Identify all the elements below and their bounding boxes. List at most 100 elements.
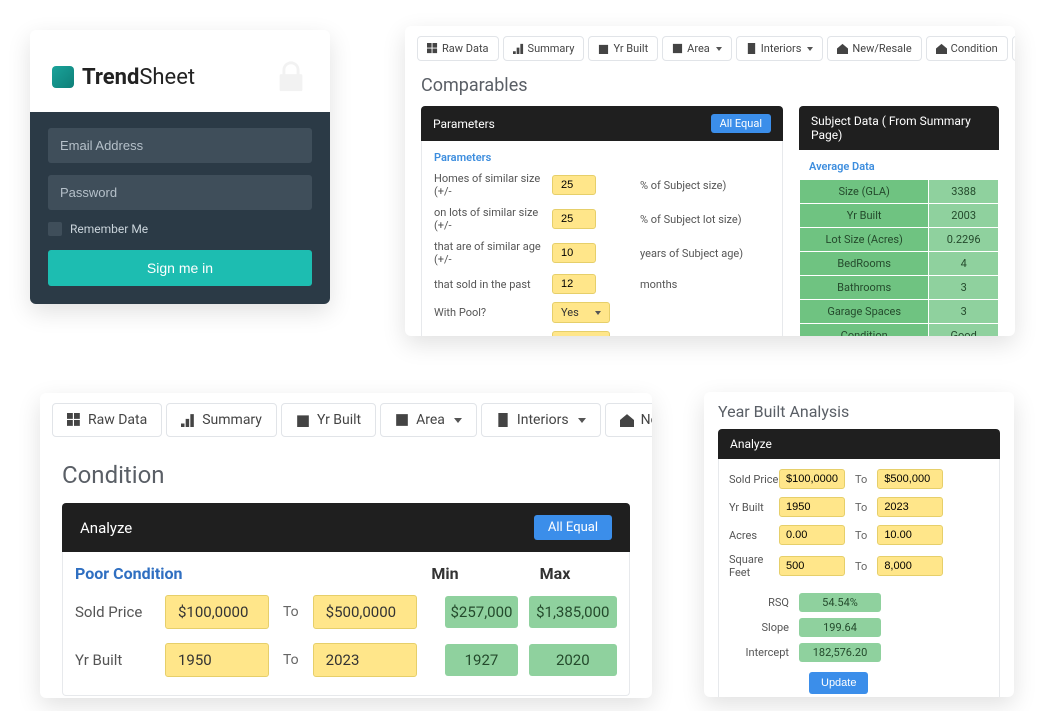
- max-value: $1,385,000: [529, 596, 617, 628]
- remember-row[interactable]: Remember Me: [48, 222, 312, 236]
- tab-area[interactable]: Area: [662, 36, 732, 61]
- subject-value: Good: [929, 324, 999, 337]
- param-suffix: % of Subject lot size): [640, 213, 742, 226]
- subject-key: Size (GLA): [800, 180, 929, 204]
- tab-interiors[interactable]: Interiors: [736, 36, 824, 61]
- subject-header: Subject Data ( From Summary Page): [811, 114, 987, 142]
- param-label: that are of similar age (+/-: [434, 240, 546, 266]
- from-input[interactable]: $100,0000: [165, 595, 269, 629]
- max-header: Max: [495, 564, 615, 583]
- param-row: on lots of similar size (+/- % of Subject…: [434, 206, 770, 232]
- condition-title: Condition: [40, 447, 652, 503]
- param-suffix: % of Subject size): [640, 179, 726, 192]
- stat-row: Slope199.64: [729, 618, 989, 637]
- tab-interiors[interactable]: Interiors: [481, 403, 601, 437]
- year-built-title: Year Built Analysis: [704, 392, 1014, 429]
- chevron-down-icon: [595, 311, 601, 315]
- home-icon: [837, 43, 848, 54]
- table-row: BedRooms4: [800, 252, 999, 276]
- grid-icon: [427, 43, 438, 54]
- login-card: TrendSheet Remember Me Sign me in: [30, 30, 330, 304]
- stat-row: Intercept182,576.20: [729, 643, 989, 662]
- bars-icon: [513, 43, 524, 54]
- to-input[interactable]: 2023: [313, 643, 417, 677]
- from-input[interactable]: 1950: [165, 643, 269, 677]
- param-input[interactable]: [552, 243, 596, 263]
- sq-icon: [672, 43, 683, 54]
- subject-value: 2003: [929, 204, 999, 228]
- to-label: To: [855, 560, 867, 573]
- tab-raw-data[interactable]: Raw Data: [52, 403, 162, 437]
- chevron-down-icon: [716, 47, 722, 51]
- table-row: Bathrooms3: [800, 276, 999, 300]
- to-input[interactable]: [877, 556, 943, 576]
- tab-condition[interactable]: Condition: [926, 36, 1008, 61]
- from-input[interactable]: [779, 525, 845, 545]
- tab-views[interactable]: Views: [1012, 36, 1015, 61]
- min-header: Min: [395, 564, 495, 583]
- param-input[interactable]: [552, 209, 596, 229]
- row-name: Sold Price: [75, 603, 165, 621]
- tab-summary[interactable]: Summary: [503, 36, 585, 61]
- year-built-card: Year Built Analysis Analyze Sold Price T…: [704, 392, 1014, 697]
- param-label: Homes of similar size (+/-: [434, 172, 546, 198]
- stat-value: 54.54%: [799, 593, 881, 612]
- subject-value: 0.2296: [929, 228, 999, 252]
- password-input[interactable]: [48, 175, 312, 210]
- tab-raw-data[interactable]: Raw Data: [417, 36, 499, 61]
- condition-card: Raw DataSummaryYr BuiltAreaInteriorsNew/…: [40, 393, 652, 698]
- tab-area[interactable]: Area: [380, 403, 477, 437]
- parameters-panel: Parameters All Equal Parameters Homes of…: [421, 106, 783, 336]
- to-input[interactable]: [877, 525, 943, 545]
- subject-table: Size (GLA)3388Yr Built2003Lot Size (Acre…: [799, 179, 999, 336]
- parameters-subtitle: Parameters: [434, 151, 770, 164]
- stat-label: RSQ: [729, 596, 799, 609]
- tab-summary[interactable]: Summary: [166, 403, 277, 437]
- param-input[interactable]: [552, 175, 596, 195]
- email-input[interactable]: [48, 128, 312, 163]
- param-label: With Waterfront?: [434, 335, 546, 336]
- tab-yr-built[interactable]: Yr Built: [588, 36, 658, 61]
- subject-key: Garage Spaces: [800, 300, 929, 324]
- to-input[interactable]: [877, 469, 943, 489]
- bars-icon: [181, 413, 195, 427]
- average-data-label: Average Data: [799, 160, 999, 179]
- all-equal-button[interactable]: All Equal: [711, 114, 771, 133]
- filter-label: Yr Built: [729, 501, 779, 514]
- param-select[interactable]: Yes: [552, 331, 610, 336]
- filter-label: Square Feet: [729, 553, 779, 579]
- param-label: on lots of similar size (+/-: [434, 206, 546, 232]
- table-row: Lot Size (Acres)0.2296: [800, 228, 999, 252]
- to-label: To: [283, 604, 299, 620]
- analyze-label: Analyze: [730, 437, 772, 451]
- condition-tabbar: Raw DataSummaryYr BuiltAreaInteriorsNew/…: [40, 393, 652, 447]
- tab-yr-built[interactable]: Yr Built: [281, 403, 376, 437]
- update-button[interactable]: Update: [809, 672, 868, 694]
- sq-icon: [395, 413, 409, 427]
- table-row: Yr Built2003: [800, 204, 999, 228]
- param-select[interactable]: Yes: [552, 302, 610, 323]
- subject-key: BedRooms: [800, 252, 929, 276]
- tab-new-resale[interactable]: New/Resale: [827, 36, 921, 61]
- param-row: that sold in the pastmonths: [434, 274, 770, 294]
- to-label: To: [855, 529, 867, 542]
- parameters-header: Parameters: [433, 117, 495, 131]
- from-input[interactable]: [779, 556, 845, 576]
- brand: TrendSheet: [52, 65, 195, 90]
- remember-checkbox[interactable]: [48, 222, 62, 236]
- table-row: Sold Price $100,0000 To $500,0000 $257,0…: [75, 595, 617, 629]
- from-input[interactable]: [779, 469, 845, 489]
- all-equal-button[interactable]: All Equal: [534, 515, 612, 540]
- subject-panel: Subject Data ( From Summary Page) Averag…: [799, 106, 999, 336]
- to-input[interactable]: $500,0000: [313, 595, 417, 629]
- calendar-icon: [296, 413, 310, 427]
- tab-new-resale[interactable]: New/Resale: [605, 403, 652, 437]
- home-icon: [936, 43, 947, 54]
- from-input[interactable]: [779, 497, 845, 517]
- signin-button[interactable]: Sign me in: [48, 250, 312, 286]
- subject-key: Bathrooms: [800, 276, 929, 300]
- stat-label: Intercept: [729, 646, 799, 659]
- param-input[interactable]: [552, 274, 596, 294]
- login-form: Remember Me Sign me in: [30, 112, 330, 304]
- to-input[interactable]: [877, 497, 943, 517]
